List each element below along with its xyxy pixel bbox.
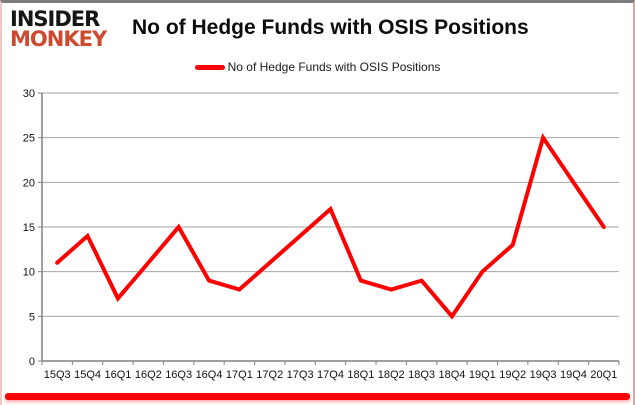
y-axis-label: 5 xyxy=(29,311,35,323)
x-axis-label: 20Q1 xyxy=(590,369,617,381)
legend: No of Hedge Funds with OSIS Positions xyxy=(2,60,633,74)
x-axis-label: 16Q3 xyxy=(165,369,192,381)
x-axis-label: 19Q4 xyxy=(560,369,587,381)
x-axis-label: 16Q2 xyxy=(135,369,162,381)
y-axis-label: 30 xyxy=(23,88,35,100)
x-axis-label: 16Q1 xyxy=(104,369,131,381)
x-axis-label: 17Q2 xyxy=(256,369,283,381)
legend-label: No of Hedge Funds with OSIS Positions xyxy=(227,60,441,74)
x-axis-label: 15Q4 xyxy=(74,369,101,381)
chart-title: No of Hedge Funds with OSIS Positions xyxy=(132,16,529,39)
y-axis-label: 0 xyxy=(29,356,35,368)
x-axis-label: 19Q3 xyxy=(530,369,557,381)
legend-line-swatch xyxy=(194,64,225,70)
x-axis-label: 19Q1 xyxy=(469,369,496,381)
x-axis-label: 18Q3 xyxy=(408,369,435,381)
logo-line1: INSIDER xyxy=(10,7,100,31)
y-axis-label: 25 xyxy=(23,133,35,145)
x-axis-label: 15Q3 xyxy=(44,369,71,381)
x-axis-label: 16Q4 xyxy=(196,369,223,381)
data-line-series xyxy=(55,132,606,320)
x-axis-label: 17Q3 xyxy=(287,369,314,381)
x-axis-label: 18Q1 xyxy=(347,369,374,381)
x-axis-label: 17Q1 xyxy=(226,369,253,381)
x-axis-label: 18Q2 xyxy=(378,369,405,381)
x-axis-label: 17Q4 xyxy=(317,369,344,381)
line-chart: 0 5 10 15 20 25 30 15Q3 15Q4 16Q1 16Q2 16Q3 16Q4 17Q1… xyxy=(23,88,620,381)
y-axis-label: 20 xyxy=(23,177,35,189)
y-axis-label: 10 xyxy=(23,267,35,279)
insider-monkey-logo: INSIDER MONKEY xyxy=(10,7,107,51)
x-axis-label: 19Q2 xyxy=(499,369,526,381)
y-axis-label: 15 xyxy=(23,222,35,234)
logo-line2: MONKEY xyxy=(10,26,107,51)
x-axis-label: 18Q4 xyxy=(439,369,466,381)
bottom-accent-bar xyxy=(5,393,630,400)
